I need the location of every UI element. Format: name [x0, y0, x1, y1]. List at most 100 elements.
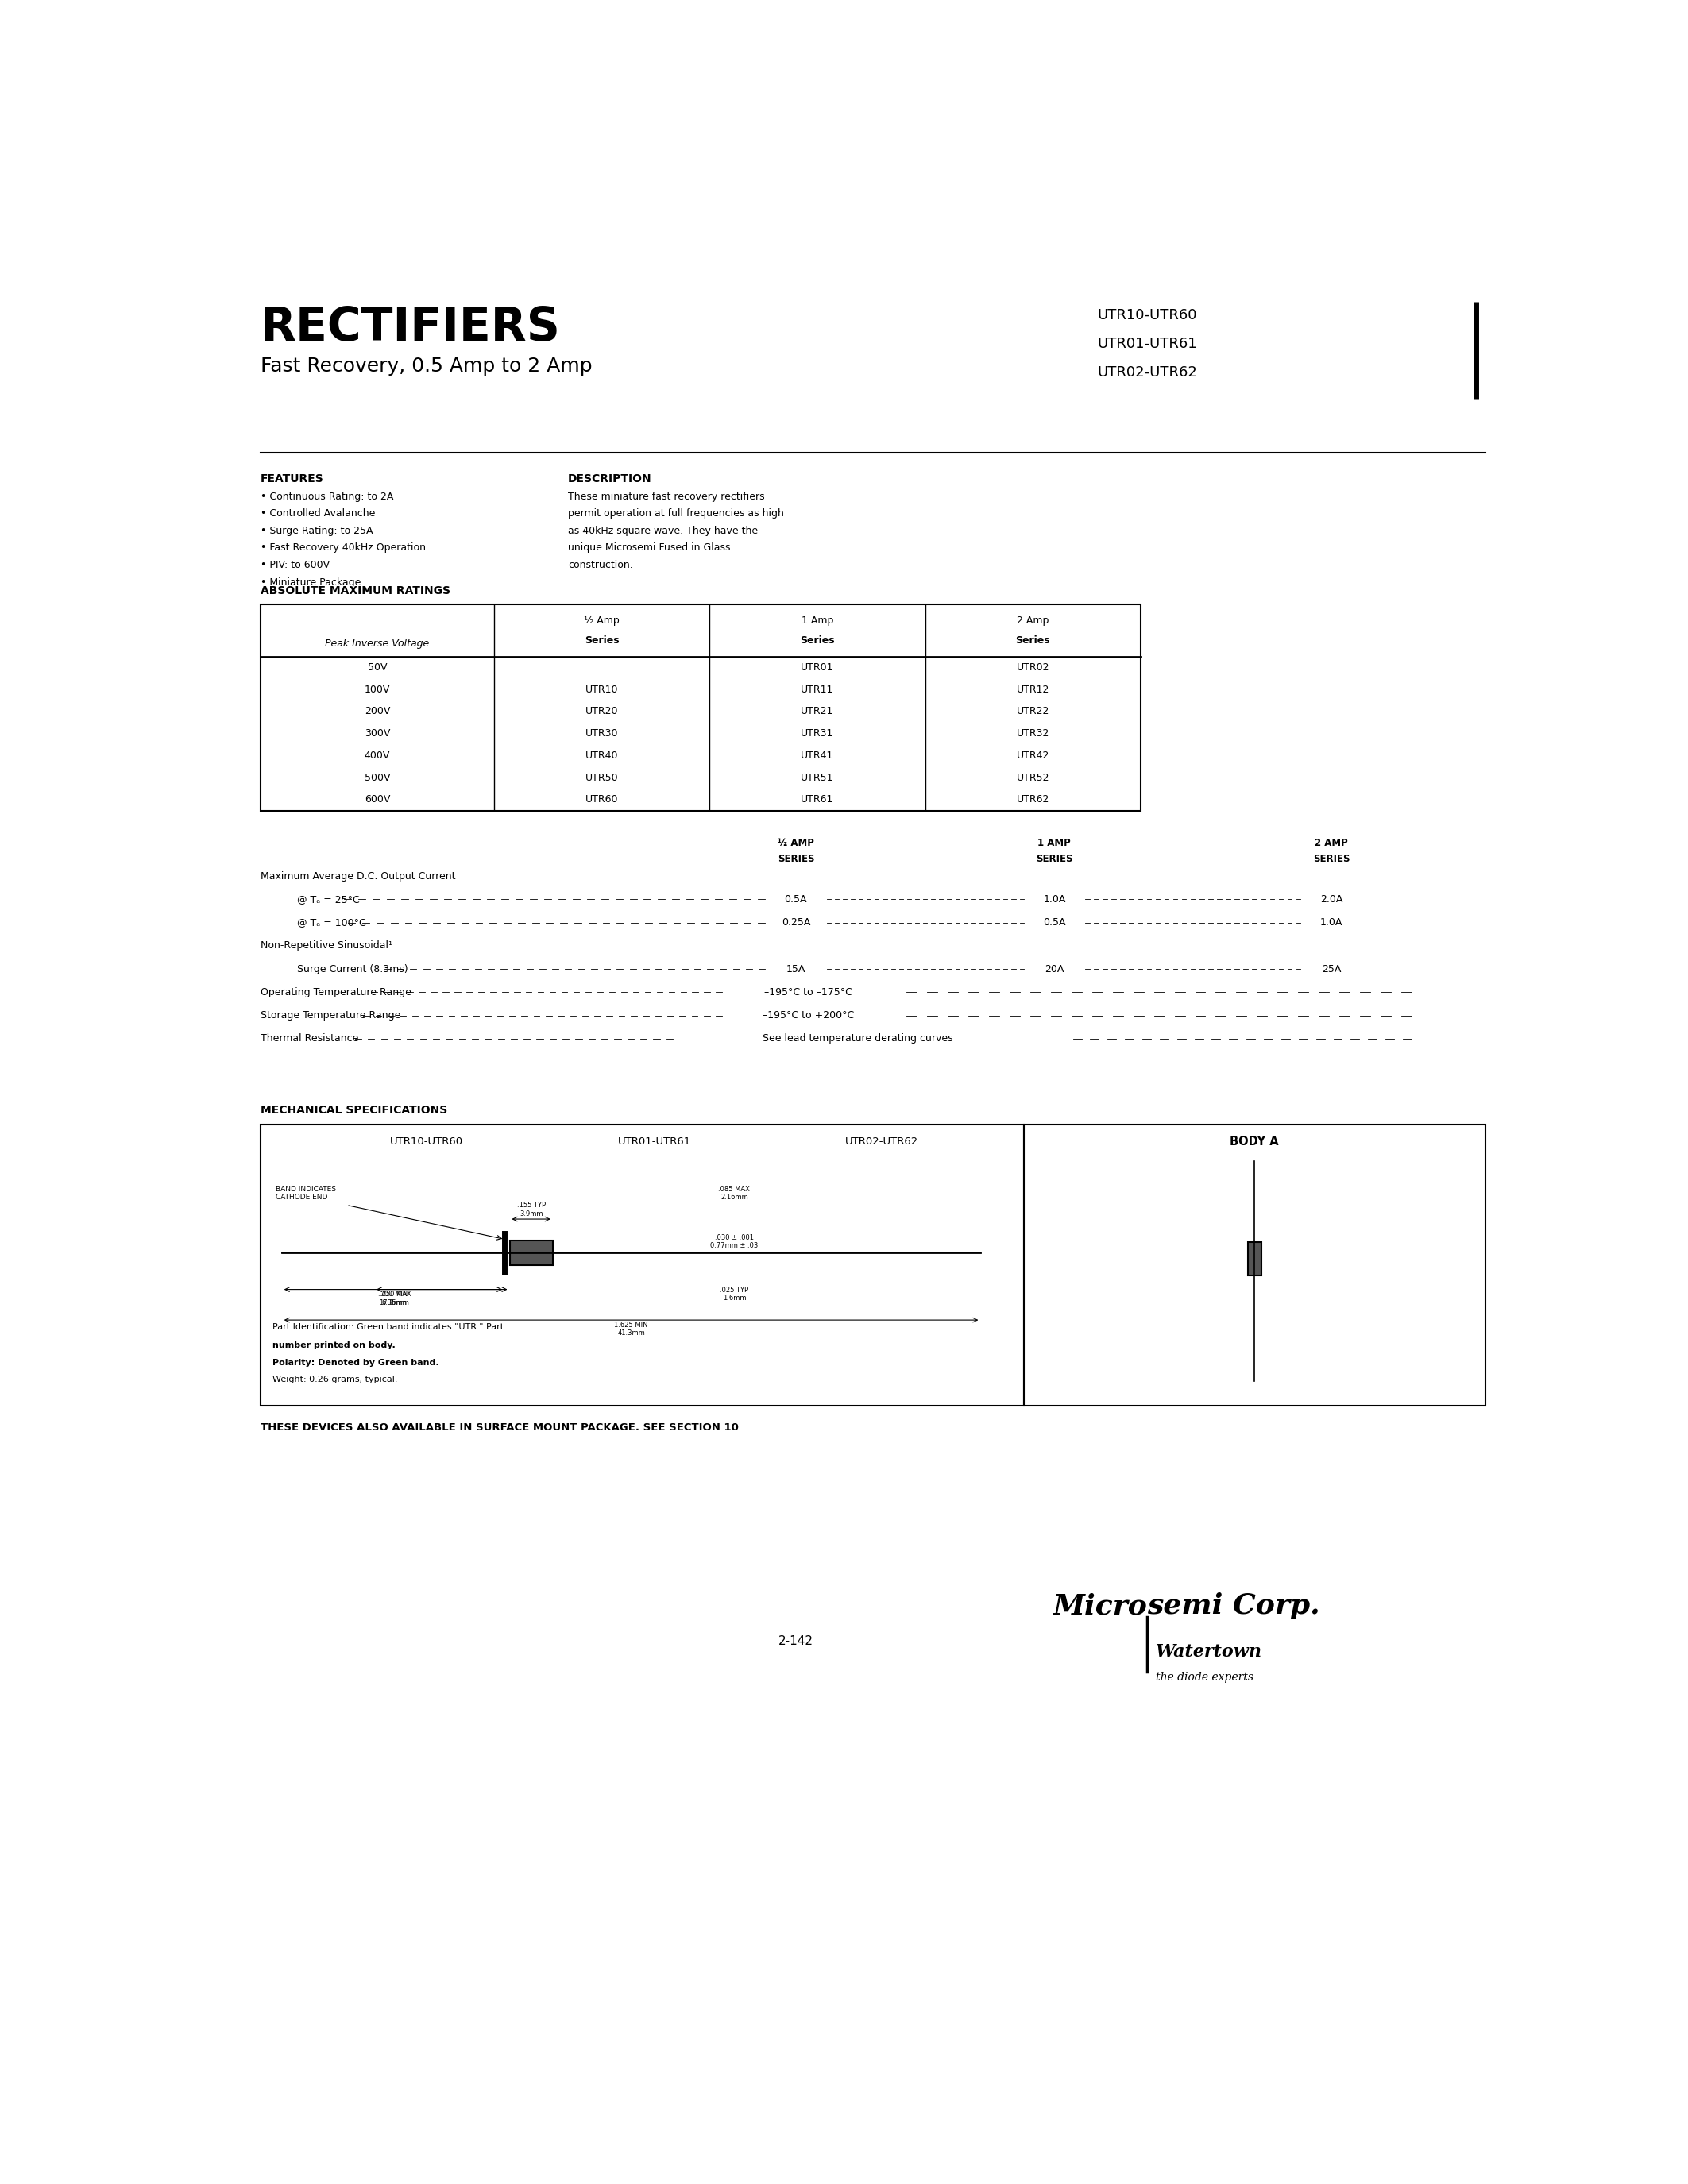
Text: 1 AMP: 1 AMP: [1038, 839, 1070, 847]
Text: Series: Series: [584, 636, 619, 646]
Text: UTR32: UTR32: [1016, 729, 1050, 738]
Text: ½ Amp: ½ Amp: [584, 616, 619, 627]
Text: UTR51: UTR51: [800, 773, 834, 782]
Text: See lead temperature derating curves: See lead temperature derating curves: [763, 1033, 952, 1044]
Text: UTR02-UTR62: UTR02-UTR62: [1097, 365, 1197, 380]
Bar: [260, 1125, 1023, 1406]
Text: THESE DEVICES ALSO AVAILABLE IN SURFACE MOUNT PACKAGE. SEE SECTION 10: THESE DEVICES ALSO AVAILABLE IN SURFACE …: [260, 1422, 738, 1433]
Text: BAND INDICATES
CATHODE END: BAND INDICATES CATHODE END: [275, 1186, 336, 1201]
Text: .155 TYP
3.9mm: .155 TYP 3.9mm: [517, 1201, 545, 1216]
Text: .025 TYP
1.6mm: .025 TYP 1.6mm: [719, 1286, 749, 1302]
Text: UTR31: UTR31: [802, 729, 834, 738]
Text: Surge Current (8.3ms): Surge Current (8.3ms): [297, 963, 408, 974]
Text: BODY A: BODY A: [1231, 1136, 1280, 1147]
Text: construction.: construction.: [569, 559, 633, 570]
Text: Thermal Resistance: Thermal Resistance: [260, 1033, 358, 1044]
Text: Non-Repetitive Sinusoidal¹: Non-Repetitive Sinusoidal¹: [260, 941, 392, 950]
Text: Fast Recovery, 0.5 Amp to 2 Amp: Fast Recovery, 0.5 Amp to 2 Amp: [260, 356, 592, 376]
Text: Weight: 0.26 grams, typical.: Weight: 0.26 grams, typical.: [272, 1376, 398, 1385]
Text: UTR10-UTR60: UTR10-UTR60: [390, 1136, 463, 1147]
Text: UTR01-UTR61: UTR01-UTR61: [618, 1136, 690, 1147]
Text: SERIES: SERIES: [778, 854, 814, 865]
Text: UTR42: UTR42: [1016, 751, 1050, 760]
Text: RECTIFIERS: RECTIFIERS: [260, 306, 560, 349]
Text: UTR10: UTR10: [586, 684, 618, 695]
Text: Watertown: Watertown: [1156, 1642, 1263, 1660]
Bar: [1247, 1243, 1261, 1275]
Text: 500V: 500V: [365, 773, 390, 782]
Text: 50V: 50V: [368, 662, 387, 673]
Text: 100V: 100V: [365, 684, 390, 695]
Text: 0.5A: 0.5A: [1043, 917, 1065, 928]
Text: MECHANICAL SPECIFICATIONS: MECHANICAL SPECIFICATIONS: [260, 1105, 447, 1116]
Text: 1 Amp: 1 Amp: [802, 616, 834, 627]
Text: UTR01-UTR61: UTR01-UTR61: [1097, 336, 1197, 352]
Text: UTR41: UTR41: [802, 751, 834, 760]
Text: .085 MAX
2.16mm: .085 MAX 2.16mm: [719, 1186, 749, 1201]
Text: UTR11: UTR11: [802, 684, 834, 695]
Text: 0.5A: 0.5A: [785, 893, 807, 904]
Text: UTR61: UTR61: [802, 795, 834, 804]
Text: UTR10-UTR60: UTR10-UTR60: [1097, 308, 1197, 323]
Text: .250 MAX
6.35mm: .250 MAX 6.35mm: [380, 1291, 412, 1306]
Text: UTR21: UTR21: [802, 705, 834, 716]
Bar: [510, 1241, 552, 1265]
Text: ABSOLUTE MAXIMUM RATINGS: ABSOLUTE MAXIMUM RATINGS: [260, 585, 451, 596]
Text: Maximum Average D.C. Output Current: Maximum Average D.C. Output Current: [260, 871, 456, 880]
Text: number printed on body.: number printed on body.: [272, 1341, 395, 1350]
Text: UTR52: UTR52: [1016, 773, 1050, 782]
Text: 25A: 25A: [1322, 963, 1340, 974]
Text: @ Tₐ = 100°C: @ Tₐ = 100°C: [297, 917, 366, 928]
Text: FEATURES: FEATURES: [260, 474, 324, 485]
Bar: [260, 605, 1141, 810]
Text: UTR62: UTR62: [1016, 795, 1050, 804]
Text: • Continuous Rating: to 2A: • Continuous Rating: to 2A: [260, 491, 393, 502]
Text: 200V: 200V: [365, 705, 390, 716]
Text: Series: Series: [800, 636, 834, 646]
Text: UTR50: UTR50: [586, 773, 618, 782]
Text: • Fast Recovery 40kHz Operation: • Fast Recovery 40kHz Operation: [260, 544, 425, 553]
Text: Peak Inverse Voltage: Peak Inverse Voltage: [326, 640, 429, 649]
Text: Part Identification: Green band indicates "UTR." Part: Part Identification: Green band indicate…: [272, 1324, 503, 1330]
Text: • Miniature Package: • Miniature Package: [260, 577, 361, 587]
Text: as 40kHz square wave. They have the: as 40kHz square wave. They have the: [569, 526, 758, 535]
Text: 1.625 MIN
41.3mm: 1.625 MIN 41.3mm: [614, 1321, 648, 1337]
Text: UTR02-UTR62: UTR02-UTR62: [846, 1136, 918, 1147]
Text: 0.25A: 0.25A: [782, 917, 810, 928]
Text: 2 AMP: 2 AMP: [1315, 839, 1349, 847]
Text: • Controlled Avalanche: • Controlled Avalanche: [260, 509, 375, 520]
Text: UTR01: UTR01: [800, 662, 834, 673]
Text: 300V: 300V: [365, 729, 390, 738]
Text: UTR12: UTR12: [1016, 684, 1050, 695]
Text: the diode experts: the diode experts: [1156, 1671, 1254, 1682]
Text: UTR20: UTR20: [586, 705, 618, 716]
Text: 1.0A: 1.0A: [1043, 893, 1065, 904]
Text: These miniature fast recovery rectifiers: These miniature fast recovery rectifiers: [569, 491, 765, 502]
Text: Series: Series: [1016, 636, 1050, 646]
Text: UTR40: UTR40: [586, 751, 618, 760]
Text: • PIV: to 600V: • PIV: to 600V: [260, 559, 329, 570]
Text: unique Microsemi Fused in Glass: unique Microsemi Fused in Glass: [569, 544, 731, 553]
Text: • Surge Rating: to 25A: • Surge Rating: to 25A: [260, 526, 373, 535]
Text: UTR02: UTR02: [1016, 662, 1050, 673]
Text: 15A: 15A: [787, 963, 805, 974]
Text: 600V: 600V: [365, 795, 390, 804]
Text: permit operation at full frequencies as high: permit operation at full frequencies as …: [569, 509, 783, 520]
Text: SERIES: SERIES: [1036, 854, 1074, 865]
Text: Micro: Micro: [1052, 1592, 1146, 1621]
Text: –195°C to +200°C: –195°C to +200°C: [763, 1011, 854, 1020]
Text: –195°C to –175°C: –195°C to –175°C: [765, 987, 852, 998]
Text: DESCRIPTION: DESCRIPTION: [569, 474, 652, 485]
Text: 1.0A: 1.0A: [1320, 917, 1342, 928]
Text: semi Corp.: semi Corp.: [1146, 1592, 1320, 1621]
Text: @ Tₐ = 25°C: @ Tₐ = 25°C: [297, 893, 360, 904]
Text: 2-142: 2-142: [778, 1636, 814, 1647]
Text: UTR60: UTR60: [586, 795, 618, 804]
Text: Polarity: Denoted by Green band.: Polarity: Denoted by Green band.: [272, 1358, 439, 1367]
Text: Operating Temperature Range: Operating Temperature Range: [260, 987, 412, 998]
Text: .030 ± .001
0.77mm ± .03: .030 ± .001 0.77mm ± .03: [711, 1234, 758, 1249]
Text: UTR30: UTR30: [586, 729, 618, 738]
Text: SERIES: SERIES: [1313, 854, 1350, 865]
Text: ½ AMP: ½ AMP: [778, 839, 814, 847]
Text: 2 Amp: 2 Amp: [1016, 616, 1048, 627]
